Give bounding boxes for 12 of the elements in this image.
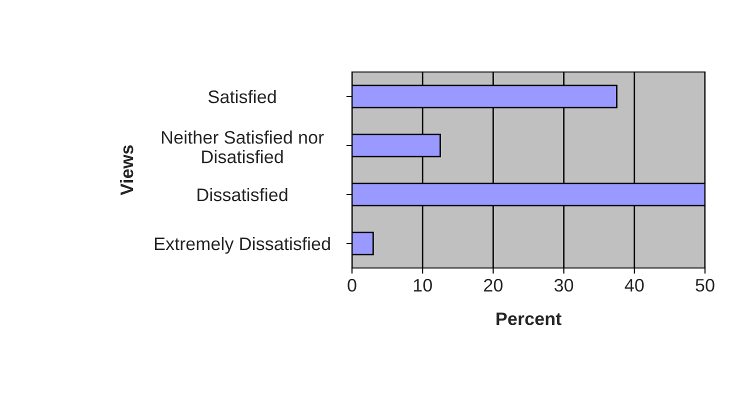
- x-tick-label: 50: [696, 278, 714, 292]
- x-tick-label: 30: [554, 278, 574, 292]
- x-tick-label: 40: [624, 278, 644, 292]
- y-axis-title: Views: [120, 145, 134, 196]
- y-tick-label: Dissatisfied: [198, 188, 288, 202]
- x-tick-label: 10: [414, 278, 432, 292]
- y-tick-label: Satisfied: [208, 90, 276, 104]
- x-tick-label: 20: [484, 278, 503, 292]
- y-tick-label: Extremely Dissatisfied: [154, 236, 330, 254]
- x-axis-title: Percent: [496, 312, 562, 326]
- y-tick-label: Neither Satisfied nor Disatisfied: [162, 130, 324, 164]
- x-tick-label: 0: [348, 278, 356, 292]
